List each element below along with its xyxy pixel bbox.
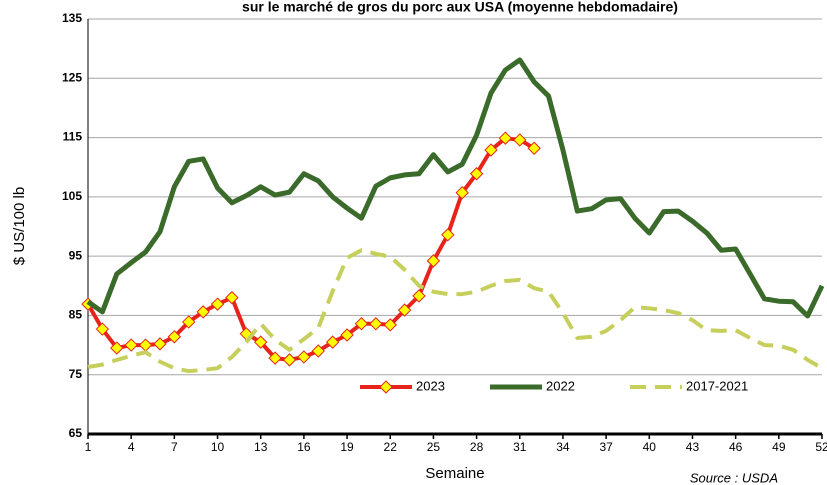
marker	[153, 337, 167, 351]
marker	[253, 335, 268, 349]
legend-label: 2017-2021	[686, 378, 748, 393]
marker	[441, 228, 455, 242]
x-tick-label: 16	[297, 440, 311, 454]
marker	[182, 315, 196, 329]
marker	[110, 341, 124, 355]
x-tick-label: 37	[599, 440, 613, 454]
marker	[210, 297, 225, 311]
x-tick-label: 43	[686, 440, 700, 454]
marker	[527, 141, 541, 155]
marker	[426, 254, 441, 268]
marker	[167, 330, 182, 344]
marker	[397, 303, 412, 317]
marker	[268, 351, 282, 365]
legend-label: 2022	[546, 378, 575, 393]
x-tick-label: 40	[643, 440, 657, 454]
y-tick-label: 125	[62, 70, 82, 84]
y-tick-label: 65	[69, 426, 83, 440]
y-tick-label: 75	[69, 367, 83, 381]
marker	[124, 338, 138, 352]
x-tick-label: 4	[128, 440, 135, 454]
source: Source : USDA	[690, 470, 778, 485]
x-tick-label: 19	[340, 440, 354, 454]
marker	[95, 322, 110, 336]
x-tick-label: 13	[254, 440, 268, 454]
x-tick-label: 10	[211, 440, 225, 454]
marker	[196, 305, 210, 319]
marker	[383, 318, 397, 332]
marker	[340, 328, 354, 342]
x-tick-label: 25	[427, 440, 441, 454]
series-line	[87, 248, 823, 374]
y-tick-label: 95	[69, 248, 83, 262]
series-line	[86, 57, 825, 319]
x-tick-label: 31	[513, 440, 527, 454]
x-tick-label: 34	[556, 440, 570, 454]
marker	[225, 290, 239, 305]
marker	[311, 344, 325, 358]
marker	[325, 335, 340, 349]
marker	[498, 131, 513, 145]
marker	[138, 338, 153, 352]
y-tick-label: 115	[63, 130, 83, 144]
y-tick-label: 105	[62, 189, 82, 203]
marker	[369, 317, 383, 331]
x-tick-label: 22	[384, 440, 398, 454]
y-tick-label: 135	[62, 11, 82, 25]
series-line	[86, 136, 536, 362]
x-tick-label: 28	[470, 440, 484, 454]
marker	[354, 317, 369, 331]
legend-marker	[379, 380, 393, 394]
x-tick-label: 7	[171, 440, 178, 454]
marker	[513, 133, 527, 147]
marker	[282, 353, 297, 367]
y-axis-label: $ US/100 lb	[11, 187, 28, 265]
x-tick-label: 1	[85, 440, 92, 454]
y-tick-label: 85	[69, 308, 83, 322]
x-tick-label: 46	[729, 440, 743, 454]
marker	[455, 185, 469, 200]
marker	[469, 167, 484, 181]
x-tick-label: 49	[772, 440, 786, 454]
x-axis-label: Semaine	[425, 465, 484, 482]
legend-label: 2023	[416, 378, 445, 393]
chart-title: sur le marché de gros du porc aux USA (m…	[242, 0, 678, 15]
marker	[412, 289, 426, 303]
x-tick-label: 52	[815, 440, 827, 454]
marker	[484, 143, 498, 157]
marker	[297, 350, 311, 364]
